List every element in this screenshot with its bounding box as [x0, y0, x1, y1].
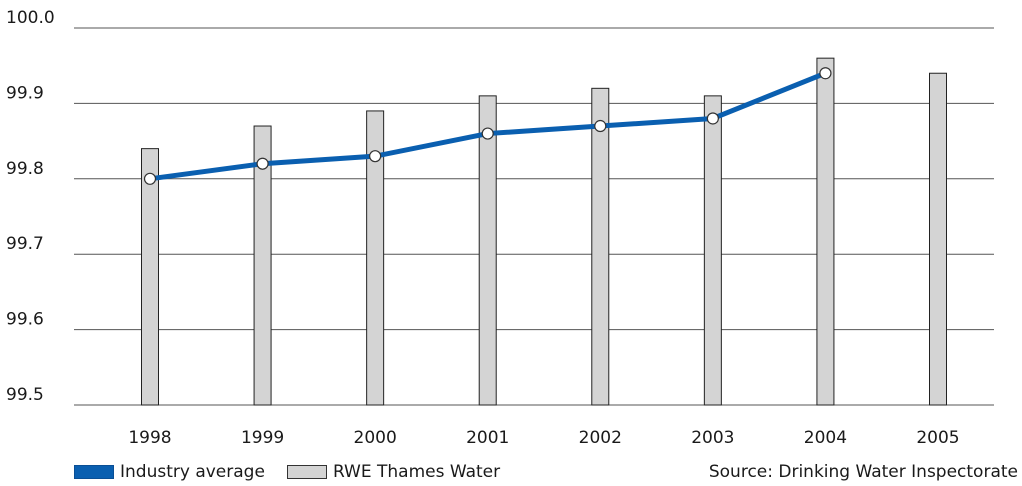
industry-point-2003: [706, 112, 719, 125]
y-axis-ticks: 99.5 99.6 99.7 99.8 99.9 100.0: [6, 8, 55, 405]
bar-2003: [703, 95, 722, 406]
legend-label-industry-average: Industry average: [120, 462, 265, 482]
y-tick-label: 99.5: [6, 385, 44, 405]
x-tick-label: 2002: [579, 428, 622, 448]
legend-swatch-rwe-thames-water: [286, 465, 327, 479]
x-tick-label: 2000: [354, 428, 397, 448]
bar-1999: [253, 125, 272, 406]
bar-2002: [591, 87, 610, 406]
industry-point-1998: [143, 172, 157, 185]
bar-2001: [478, 95, 497, 406]
y-tick-label: 99.8: [6, 159, 44, 179]
x-tick-label: 1998: [128, 428, 171, 448]
x-axis-ticks: 1998 1999 2000 2001 2002 2003 2004 2005: [128, 428, 959, 448]
industry-point-2002: [594, 119, 607, 133]
industry-point-1999: [256, 157, 269, 170]
legend-item-rwe-thames-water: RWE Thames Water: [286, 462, 501, 482]
bar-2004: [816, 57, 835, 406]
x-tick-label: 2001: [466, 428, 509, 448]
bar-2005: [929, 72, 947, 406]
industry-line: [143, 67, 832, 185]
x-tick-label: 2005: [916, 428, 959, 448]
legend-swatch-industry-average: [74, 465, 114, 479]
bars: [141, 57, 947, 406]
y-tick-label: 99.6: [6, 310, 44, 330]
x-tick-label: 1999: [241, 428, 284, 448]
bar-1998: [141, 148, 159, 406]
source-note: Source: Drinking Water Inspectorate: [708, 462, 1018, 482]
y-tick-label: 99.9: [6, 83, 44, 103]
gridlines: [74, 27, 994, 406]
industry-point-2001: [481, 127, 494, 140]
x-tick-label: 2004: [804, 428, 847, 448]
y-tick-label: 100.0: [6, 8, 55, 28]
y-tick-label: 99.7: [6, 234, 44, 254]
bar-2000: [366, 110, 385, 406]
industry-point-2004: [819, 67, 832, 80]
x-tick-label: 2003: [691, 428, 734, 448]
legend-label-rwe-thames-water: RWE Thames Water: [332, 462, 501, 482]
industry-point-2000: [369, 150, 382, 163]
legend-item-industry-average: Industry average: [74, 462, 265, 482]
legend: Industry average RWE Thames Water: [74, 462, 522, 482]
